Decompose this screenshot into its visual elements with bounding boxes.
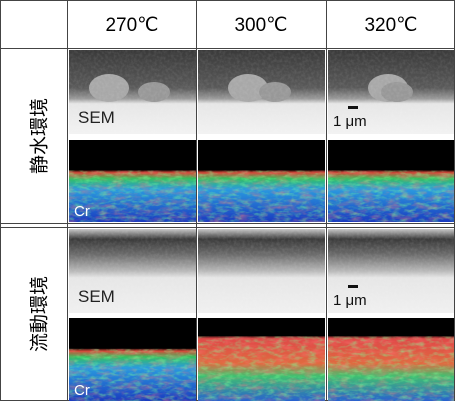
sem-image xyxy=(198,50,325,134)
sem-image xyxy=(198,229,325,313)
scale-bar xyxy=(348,285,358,288)
map-label: Cr xyxy=(74,382,90,399)
figure: SEM Cr 1 μm SEM Cr 1 μm 270℃ 300℃ 320℃ 静水環境 流… xyxy=(0,0,455,401)
sem-label: SEM xyxy=(78,108,115,127)
row-label: 流動環境 xyxy=(29,276,51,352)
cr-map xyxy=(328,318,454,401)
cr-map xyxy=(198,318,325,401)
cr-green xyxy=(198,170,325,222)
cr-green xyxy=(198,336,325,401)
sem-texture xyxy=(198,50,325,134)
cr-green xyxy=(328,170,454,222)
cr-green xyxy=(328,336,454,401)
cr-black xyxy=(328,318,454,336)
cr-black xyxy=(69,140,196,170)
map-label: Cr xyxy=(74,203,90,220)
scale-bar xyxy=(348,106,358,109)
cr-black xyxy=(198,318,325,336)
column-header: 300℃ xyxy=(234,15,287,36)
scale-label: 1 μm xyxy=(333,113,367,130)
sem-label: SEM xyxy=(78,287,115,306)
cr-black xyxy=(69,318,196,349)
cr-map xyxy=(328,140,454,222)
scale-label: 1 μm xyxy=(333,292,367,309)
cr-black xyxy=(328,140,454,170)
cr-map xyxy=(198,140,325,222)
column-header: 320℃ xyxy=(364,15,417,36)
column-header: 270℃ xyxy=(105,15,158,36)
cr-black xyxy=(198,140,325,170)
sem-texture xyxy=(198,229,325,313)
row-label: 静水環境 xyxy=(29,98,51,174)
